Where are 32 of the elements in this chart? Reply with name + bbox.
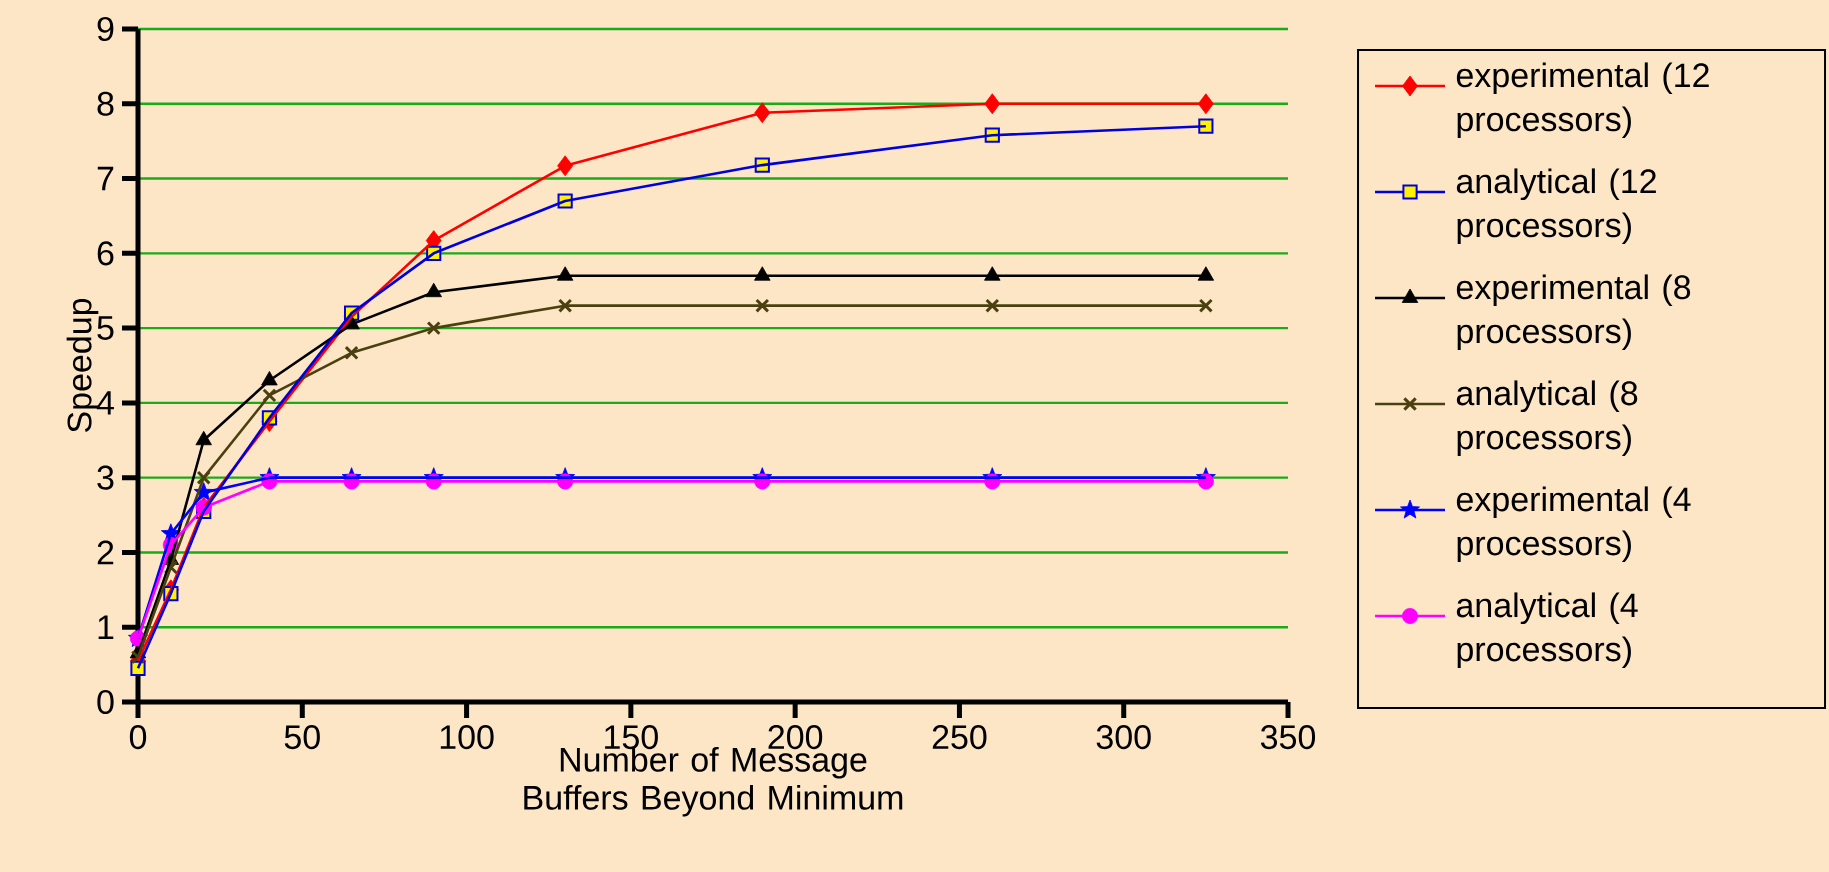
y-tick-label: 8 xyxy=(97,91,114,116)
y-tick-label: 0 xyxy=(97,689,114,715)
x-tick-label: 50 xyxy=(284,725,320,750)
x-tick-label: 350 xyxy=(1260,725,1316,750)
x-tick-label: 250 xyxy=(932,725,987,750)
point xyxy=(557,298,573,313)
y-tick-label: 6 xyxy=(97,241,114,266)
point xyxy=(262,388,277,403)
legend-label: experimental (12 processors) xyxy=(1456,62,1709,139)
y-tick-label: 1 xyxy=(98,615,114,639)
point xyxy=(344,345,359,360)
point xyxy=(196,470,211,485)
point xyxy=(1197,93,1214,115)
y-tick-label: 9 xyxy=(97,16,114,42)
legend-label: analytical (12 processors) xyxy=(1456,168,1656,245)
y-tick-label: 2 xyxy=(97,540,114,565)
x-tick-label: 150 xyxy=(605,725,658,750)
legend-label: analytical (8 processors) xyxy=(1456,380,1638,457)
y-tick-label: 3 xyxy=(97,465,114,490)
point xyxy=(985,298,1000,313)
point xyxy=(1198,298,1214,313)
point xyxy=(755,298,770,313)
x-tick-label: 0 xyxy=(129,725,147,750)
x-tick-label: 300 xyxy=(1096,725,1151,750)
legend-label: experimental (8 processors) xyxy=(1456,274,1691,351)
point xyxy=(426,320,441,336)
x-tick-label: 200 xyxy=(768,725,823,750)
x-tick-label: 100 xyxy=(440,725,494,750)
legend-label: analytical (4 processors) xyxy=(1456,592,1638,669)
y-tick-label: 5 xyxy=(97,316,114,340)
legend-label: experimental (4 processors) xyxy=(1456,486,1691,563)
y-tick-label: 7 xyxy=(97,166,114,191)
